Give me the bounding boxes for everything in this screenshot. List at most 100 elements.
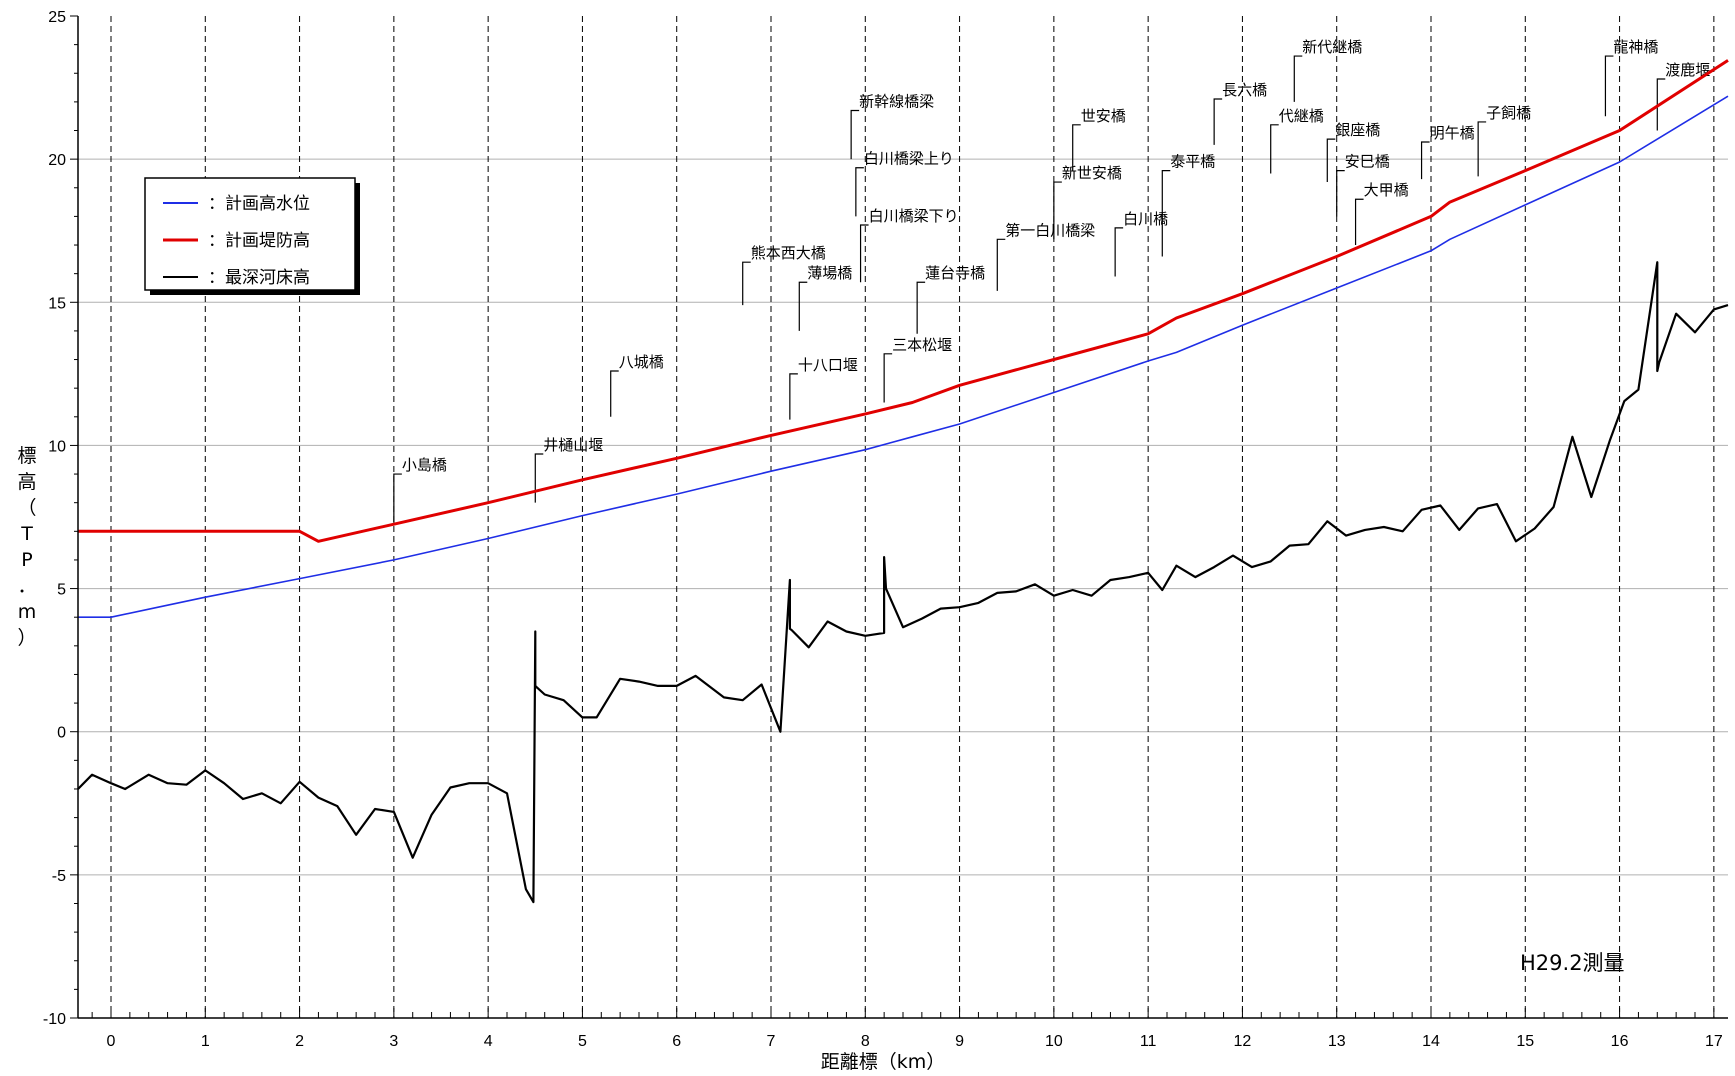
annotation-label: 渡鹿堰 bbox=[1665, 61, 1710, 79]
annotation: 白川橋 bbox=[1114, 210, 1168, 277]
annotation-leader bbox=[1072, 124, 1081, 171]
annotation: 泰平橋 bbox=[1161, 153, 1215, 257]
annotation-label: 新代継橋 bbox=[1302, 38, 1362, 56]
y-tick-label: 25 bbox=[48, 9, 66, 26]
legend-label: ：計画高水位 bbox=[208, 194, 310, 214]
annotation-label: 安巳橋 bbox=[1345, 153, 1390, 171]
annotation: 龍神橋 bbox=[1604, 38, 1658, 117]
annotation: 大甲橋 bbox=[1354, 181, 1409, 246]
annotation: 薄場橋 bbox=[798, 264, 852, 331]
annotation-leader bbox=[883, 353, 893, 403]
annotation-leader bbox=[850, 109, 860, 160]
annotation-label: 第一白川橋梁 bbox=[1005, 221, 1095, 239]
annotation-label: 長六橋 bbox=[1222, 81, 1267, 99]
annotation: 十八口堰 bbox=[789, 356, 858, 420]
annotation-label: 薄場橋 bbox=[807, 264, 852, 282]
series-line-2 bbox=[78, 59, 1729, 543]
annotation-label: 龍神橋 bbox=[1613, 38, 1658, 56]
survey-note: H29.2測量 bbox=[1520, 951, 1625, 975]
annotation-label: 十八口堰 bbox=[798, 356, 858, 374]
annotation-label: 白川橋梁下り bbox=[869, 207, 959, 225]
x-tick-label: 0 bbox=[107, 1033, 116, 1050]
annotation-leader bbox=[534, 453, 544, 503]
y-axis-title-char: m bbox=[18, 601, 37, 623]
annotation: 渡鹿堰 bbox=[1656, 61, 1710, 131]
annotation: 世安橋 bbox=[1072, 107, 1126, 171]
series-line-1 bbox=[78, 95, 1729, 619]
annotation-leader bbox=[798, 281, 808, 331]
annotation: 八城橋 bbox=[610, 353, 664, 417]
series-line-3 bbox=[77, 261, 1729, 904]
y-axis-title: 標高 （ TP ． m ） bbox=[17, 445, 36, 649]
annotation: 白川橋梁上り bbox=[855, 150, 954, 217]
annotation: 第一白川橋梁 bbox=[996, 221, 1095, 291]
annotation: 井樋山堰 bbox=[534, 436, 603, 503]
annotation-label: 蓮台寺橋 bbox=[925, 264, 985, 282]
annotation: 長六橋 bbox=[1213, 81, 1267, 145]
annotation-label: 三本松堰 bbox=[892, 336, 952, 354]
annotation-leader bbox=[393, 473, 402, 523]
annotation-leader bbox=[789, 373, 798, 420]
y-axis-title-char: ． bbox=[17, 575, 36, 597]
annotation: 蓮台寺橋 bbox=[916, 264, 985, 334]
annotation-label: 熊本西大橋 bbox=[751, 244, 826, 262]
y-tick-label: 15 bbox=[48, 295, 66, 312]
annotation-label: 子飼橋 bbox=[1486, 104, 1531, 122]
annotation-label: 大甲橋 bbox=[1364, 181, 1409, 199]
annotation-leader bbox=[1604, 55, 1614, 117]
x-tick-label: 7 bbox=[767, 1033, 776, 1050]
x-tick-label: 17 bbox=[1705, 1033, 1723, 1050]
x-tick-label: 14 bbox=[1422, 1033, 1440, 1050]
annotation-label: 世安橋 bbox=[1081, 107, 1126, 125]
annotation-leader bbox=[1293, 55, 1303, 102]
y-tick-label: -10 bbox=[43, 1011, 66, 1028]
x-tick-label: 13 bbox=[1328, 1033, 1346, 1050]
annotation: 新代継橋 bbox=[1293, 38, 1362, 102]
x-tick-label: 10 bbox=[1045, 1033, 1063, 1050]
annotation-label: 明午橋 bbox=[1430, 124, 1475, 142]
annotation-label: 泰平橋 bbox=[1170, 153, 1215, 171]
annotation-label: 白川橋 bbox=[1123, 210, 1168, 228]
y-axis-title-char: ） bbox=[17, 627, 36, 649]
x-tick-label: 8 bbox=[861, 1033, 870, 1050]
annotation-leader bbox=[1161, 169, 1171, 257]
annotation-leader bbox=[1656, 78, 1666, 131]
annotation-leader bbox=[855, 167, 864, 217]
x-axis-title: 距離標（km） bbox=[821, 1051, 946, 1073]
legend-label: ：最深河床高 bbox=[208, 268, 310, 288]
y-axis-title-char: 標 bbox=[17, 445, 36, 467]
x-tick-label: 11 bbox=[1140, 1033, 1157, 1050]
annotation: 子飼橋 bbox=[1477, 104, 1531, 177]
y-tick-label: 0 bbox=[57, 725, 66, 742]
annotation: 安巳橋 bbox=[1336, 153, 1390, 217]
annotation: 白川橋梁下り bbox=[859, 207, 959, 283]
y-tick-label: -5 bbox=[52, 868, 66, 885]
annotation-label: 新幹線橋梁 bbox=[859, 92, 934, 110]
annotation-leader bbox=[916, 281, 926, 334]
y-axis-title-char: （ bbox=[17, 497, 36, 519]
y-axis-title-char: T bbox=[20, 523, 33, 545]
annotation-leader bbox=[1354, 198, 1364, 246]
y-tick-label: 5 bbox=[57, 582, 66, 599]
annotation-label: 八城橋 bbox=[619, 353, 664, 371]
annotation-label: 小島橋 bbox=[402, 456, 447, 474]
annotation-label: 銀座橋 bbox=[1335, 121, 1380, 139]
x-tick-label: 2 bbox=[295, 1033, 304, 1050]
annotation-leader bbox=[996, 238, 1006, 291]
legend-entry: ：計画高水位 bbox=[163, 194, 310, 214]
annotation: 三本松堰 bbox=[883, 336, 952, 403]
x-tick-label: 1 bbox=[201, 1033, 210, 1050]
annotation-label: 新世安橋 bbox=[1062, 164, 1122, 182]
y-axis-title-char: P bbox=[21, 549, 32, 571]
annotation: 明午橋 bbox=[1420, 124, 1475, 180]
legend-entry: ：最深河床高 bbox=[163, 268, 310, 288]
annotation-leader bbox=[742, 261, 751, 306]
legend: ：計画高水位 ：計画堤防高 ：最深河床高 bbox=[144, 177, 360, 295]
annotation-label: 代継橋 bbox=[1279, 107, 1324, 125]
annotation: 銀座橋 bbox=[1326, 121, 1380, 183]
x-tick-label: 12 bbox=[1234, 1033, 1252, 1050]
y-tick-label: 20 bbox=[48, 152, 66, 169]
annotation: 新幹線橋梁 bbox=[850, 92, 934, 160]
annotation-leader bbox=[610, 370, 619, 417]
